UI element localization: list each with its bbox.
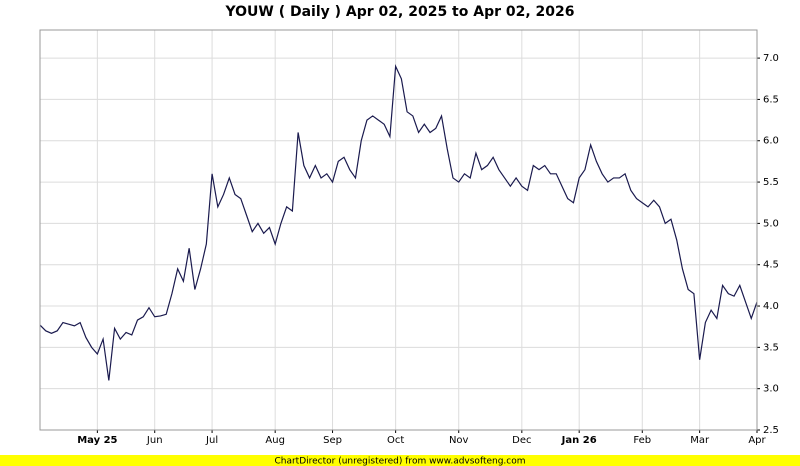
x-tick-label: Dec: [512, 435, 531, 446]
plot-border: [39, 29, 758, 431]
plot-area: [39, 29, 758, 431]
x-tick-label: Jun: [146, 435, 163, 446]
y-tick-label: 7.0: [763, 53, 779, 64]
y-tick-label: 3.0: [763, 384, 779, 395]
x-tick-label: Sep: [323, 435, 342, 446]
x-tick-label: May 25: [77, 435, 117, 446]
y-tick-label: 6.0: [763, 136, 779, 147]
x-tick-label: Jul: [205, 435, 218, 446]
chart-title: YOUW ( Daily ) Apr 02, 2025 to Apr 02, 2…: [224, 4, 574, 20]
x-tick-label: Apr: [748, 435, 766, 446]
y-tick-label: 5.0: [763, 218, 779, 229]
x-tick-label: Nov: [449, 435, 469, 446]
y-tick-label: 4.5: [763, 260, 779, 271]
y-tick-label: 4.0: [763, 301, 779, 312]
y-tick-label: 3.5: [763, 342, 779, 353]
y-tick-label: 2.5: [763, 425, 779, 436]
x-tick-label: Jan 26: [561, 435, 597, 446]
x-tick-label: Feb: [633, 435, 651, 446]
x-tick-label: Mar: [690, 435, 710, 446]
footer: ChartDirector (unregistered) from www.ad…: [274, 457, 525, 466]
x-tick-label: Aug: [265, 435, 285, 446]
price-line: [39, 64, 758, 381]
y-tick-label: 5.5: [763, 177, 779, 188]
y-tick-label: 6.5: [763, 94, 779, 105]
x-tick-label: Oct: [387, 435, 404, 446]
footer-bar: [0, 455, 800, 466]
